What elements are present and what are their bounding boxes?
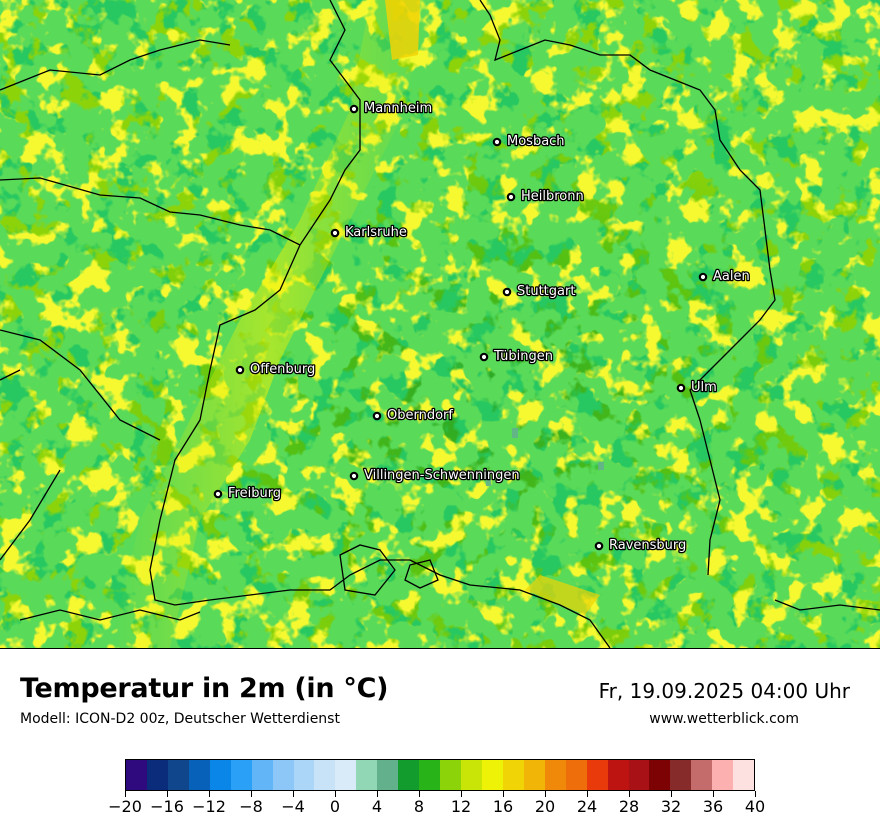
city-offenburg[interactable]: Offenburg <box>235 361 317 378</box>
city-markers: Mannheim Mosbach Heilbronn Karlsruhe Aal… <box>213 100 751 554</box>
color-swatch <box>398 760 420 790</box>
color-swatch <box>481 760 503 790</box>
scale-tick-label: 40 <box>744 797 766 816</box>
scale-tick <box>251 791 252 797</box>
city-villingen-schwenningen[interactable]: Villingen-Schwenningen <box>349 467 521 484</box>
website-link[interactable]: www.wetterblick.com <box>649 711 799 727</box>
city-label: Oberndorf <box>387 408 453 423</box>
scale-tick-label: 12 <box>450 797 472 816</box>
scale-tick-label: −16 <box>150 797 184 816</box>
color-swatch <box>733 760 755 790</box>
color-swatch <box>356 760 378 790</box>
city-label: Ulm <box>691 380 717 395</box>
temperature-map: Mannheim Mosbach Heilbronn Karlsruhe Aal… <box>0 0 880 648</box>
color-swatch <box>712 760 734 790</box>
scale-tick <box>461 791 462 797</box>
city-mosbach[interactable]: Mosbach <box>492 133 566 150</box>
color-swatch <box>209 760 231 790</box>
scale-tick <box>167 791 168 797</box>
city-label: Tübingen <box>493 349 553 364</box>
color-swatch <box>188 760 210 790</box>
scale-tick <box>503 791 504 797</box>
map-canvas: Mannheim Mosbach Heilbronn Karlsruhe Aal… <box>0 0 880 648</box>
city-stuttgart[interactable]: Stuttgart <box>502 283 577 300</box>
city-label: Villingen-Schwenningen <box>364 468 520 483</box>
color-swatch <box>335 760 357 790</box>
color-swatch <box>607 760 629 790</box>
scale-tick-label: 24 <box>576 797 598 816</box>
scale-tick <box>587 791 588 797</box>
color-scale-bar <box>125 759 755 791</box>
scale-tick <box>377 791 378 797</box>
city-heilbronn[interactable]: Heilbronn <box>506 188 585 205</box>
city-label: Aalen <box>713 269 750 284</box>
color-swatch <box>419 760 441 790</box>
scale-tick <box>125 791 126 797</box>
scale-tick-label: −4 <box>281 797 305 816</box>
scale-tick-label: 28 <box>618 797 640 816</box>
color-swatch <box>670 760 692 790</box>
scale-tick <box>629 791 630 797</box>
city-tuebingen[interactable]: Tübingen <box>479 348 554 365</box>
city-label: Ravensburg <box>609 538 686 553</box>
city-label: Stuttgart <box>517 284 575 299</box>
color-swatch <box>146 760 168 790</box>
color-swatch <box>586 760 608 790</box>
scale-tick-label: −8 <box>239 797 263 816</box>
scale-tick-label: 8 <box>413 797 425 816</box>
color-swatch <box>126 760 147 790</box>
scale-tick <box>545 791 546 797</box>
scale-tick-label: 16 <box>492 797 514 816</box>
scale-tick <box>755 791 756 797</box>
scale-tick-label: 4 <box>371 797 383 816</box>
city-label: Freiburg <box>228 486 281 501</box>
color-swatch <box>293 760 315 790</box>
color-swatch <box>565 760 587 790</box>
city-ravensburg[interactable]: Ravensburg <box>594 537 688 554</box>
city-freiburg[interactable]: Freiburg <box>213 485 282 502</box>
color-swatch <box>272 760 294 790</box>
city-karlsruhe[interactable]: Karlsruhe <box>330 224 408 241</box>
city-oberndorf[interactable]: Oberndorf <box>372 407 455 424</box>
scale-tick <box>671 791 672 797</box>
color-swatch <box>691 760 713 790</box>
color-swatch <box>440 760 461 790</box>
city-label: Mannheim <box>364 101 432 116</box>
color-scale-ticks: −20 −16 −12 −8 −4 0 4 8 12 16 20 24 28 32 36 40 <box>0 791 880 831</box>
city-label: Karlsruhe <box>345 225 407 240</box>
scale-tick-label: −20 <box>108 797 142 816</box>
city-aalen[interactable]: Aalen <box>698 268 751 285</box>
scale-tick-label: −12 <box>192 797 226 816</box>
city-mannheim[interactable]: Mannheim <box>349 100 433 117</box>
color-swatch <box>377 760 399 790</box>
color-swatch <box>461 760 482 790</box>
map-title: Temperatur in 2m (in °C) <box>20 673 389 704</box>
scale-tick-label: 0 <box>329 797 341 816</box>
city-ulm[interactable]: Ulm <box>676 379 718 396</box>
color-swatch <box>314 760 336 790</box>
city-label: Offenburg <box>250 362 315 377</box>
color-swatch <box>230 760 252 790</box>
scale-tick <box>419 791 420 797</box>
color-swatch <box>544 760 566 790</box>
color-swatch <box>167 760 189 790</box>
color-swatch <box>649 760 671 790</box>
city-label: Heilbronn <box>521 189 584 204</box>
color-swatch <box>251 760 273 790</box>
scale-tick <box>293 791 294 797</box>
scale-tick <box>209 791 210 797</box>
scale-tick-label: 32 <box>660 797 682 816</box>
scale-tick <box>335 791 336 797</box>
scale-tick <box>713 791 714 797</box>
color-swatch <box>523 760 545 790</box>
scale-tick-label: 20 <box>534 797 556 816</box>
color-swatch <box>628 760 650 790</box>
color-swatch <box>502 760 524 790</box>
scale-tick-label: 36 <box>702 797 724 816</box>
model-info: Modell: ICON-D2 00z, Deutscher Wetterdie… <box>20 711 340 727</box>
forecast-datetime: Fr, 19.09.2025 04:00 Uhr <box>598 679 850 703</box>
city-label: Mosbach <box>507 134 565 149</box>
state-borders <box>0 0 880 648</box>
map-footer: Temperatur in 2m (in °C) Modell: ICON-D2… <box>0 648 880 831</box>
